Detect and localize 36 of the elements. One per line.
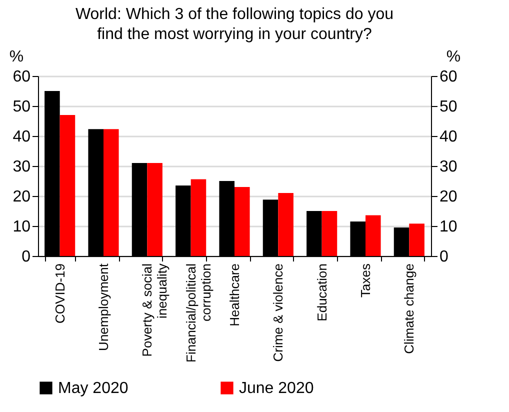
y2-tick-label: 40 (440, 128, 458, 146)
y-tick-label: 40 (12, 128, 31, 146)
bar (104, 129, 119, 256)
chart-title: World: Which 3 of the following topics do you find the most worrying in your country? (75, 6, 394, 43)
x-tick-label: Education (314, 264, 330, 322)
y-tick-label: 30 (12, 158, 31, 176)
y2-tick-label: 60 (440, 68, 458, 86)
y2-tick-label: 30 (440, 158, 458, 176)
y-tick-label: 60 (12, 68, 31, 86)
bar (278, 193, 294, 256)
y-tick-label: 10 (12, 218, 31, 236)
bar (234, 187, 250, 256)
y-tick-label: 0 (22, 248, 31, 266)
x-tick-label: Taxes (358, 263, 373, 298)
y2-tick-label: 50 (440, 98, 458, 116)
bar (409, 224, 424, 256)
x-tick-label: COVID-19 (52, 264, 68, 324)
bar (190, 179, 206, 256)
x-tick-label: Poverty & social inequality (140, 263, 170, 357)
legend-label: May 2020 (58, 380, 128, 397)
y2-tick-label: 20 (440, 188, 458, 206)
bar (322, 211, 338, 256)
x-tick-label: Crime & violence (270, 264, 286, 362)
y2-tick-label: 10 (440, 218, 458, 236)
x-tick-label: Climate change (402, 264, 417, 354)
y-axis-title: % (9, 48, 24, 66)
x-tick-label: Unemployment (96, 263, 111, 351)
y-tick-label: 20 (12, 188, 31, 206)
y2-axis-title: % (446, 48, 461, 66)
bar (60, 115, 76, 256)
bar (147, 163, 162, 256)
y2-tick-label: 0 (440, 248, 448, 266)
y-tick-label: 50 (12, 98, 31, 116)
bar (366, 215, 381, 256)
legend-label: June 2020 (239, 380, 314, 397)
x-tick-label: Healthcare (227, 264, 242, 326)
